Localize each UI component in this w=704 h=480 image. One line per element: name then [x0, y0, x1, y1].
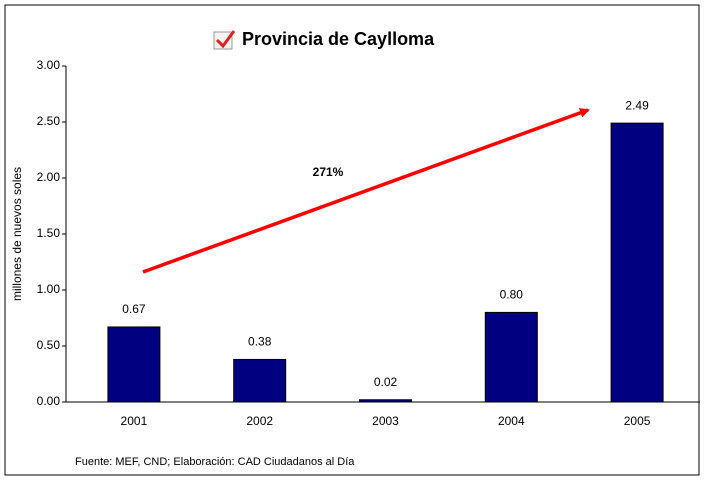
bar: [359, 399, 412, 403]
bar: [484, 311, 538, 403]
y-tick-label: 0.50: [37, 338, 61, 352]
x-tick-label: 2004: [498, 414, 525, 428]
trend-arrow: [142, 108, 590, 274]
value-label: 2.49: [625, 98, 649, 112]
bar: [233, 358, 287, 403]
value-label: 0.38: [248, 335, 272, 349]
bar: [107, 326, 161, 403]
y-axis-label: millones de nuevos soles: [10, 167, 24, 301]
value-label: 0.80: [500, 288, 524, 302]
value-label: 0.67: [122, 302, 146, 316]
x-tick-label: 2003: [372, 414, 399, 428]
y-tick-label: 3.00: [37, 58, 61, 72]
y-tick-label: 1.50: [37, 226, 61, 240]
y-tick-label: 2.50: [37, 114, 61, 128]
title-icon: [213, 30, 236, 50]
value-label: 0.02: [374, 375, 398, 389]
bar: [610, 122, 664, 403]
annotation: 271%: [313, 165, 344, 179]
chart-frame: [4, 4, 700, 476]
chart-title: Provincia de Caylloma: [242, 29, 435, 49]
x-tick-label: 2005: [624, 414, 651, 428]
x-tick-label: 2001: [121, 414, 148, 428]
y-tick-label: 2.00: [37, 170, 61, 184]
x-tick-label: 2002: [246, 414, 273, 428]
y-tick-label: 1.00: [37, 282, 61, 296]
y-tick-label: 0.00: [37, 394, 61, 408]
source-note: Fuente: MEF, CND; Elaboración: CAD Ciuda…: [75, 456, 355, 468]
